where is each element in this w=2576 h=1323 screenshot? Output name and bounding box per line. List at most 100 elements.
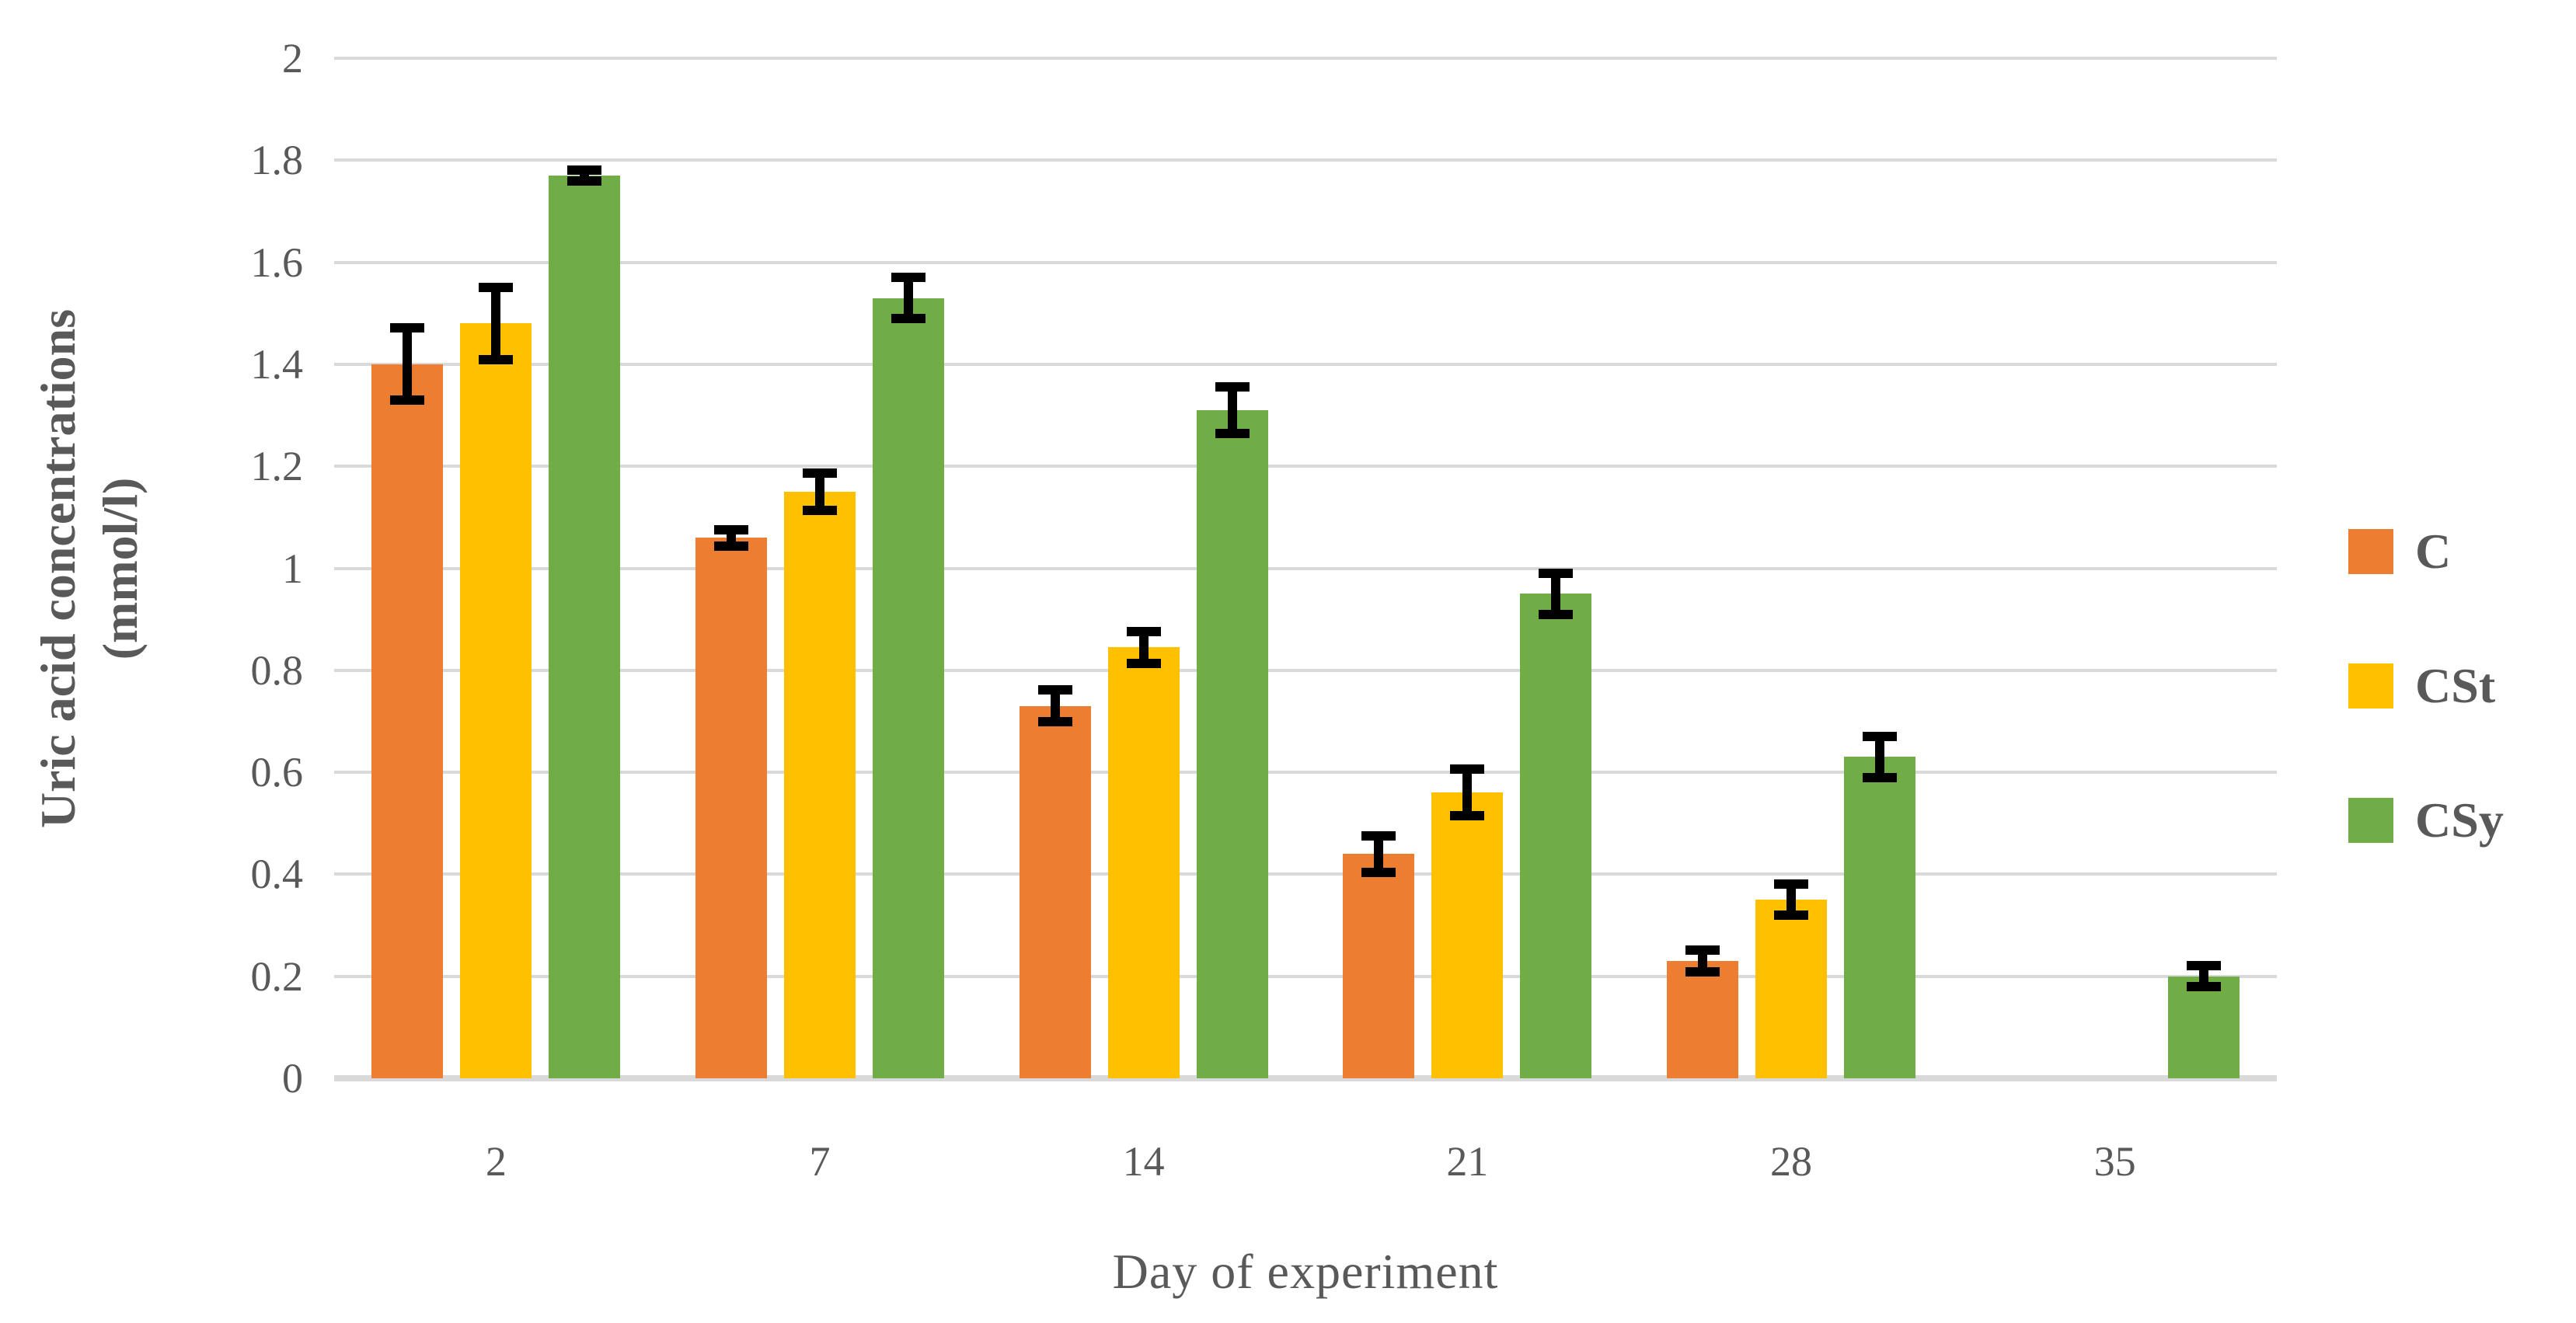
error-bar-top-cap <box>803 468 837 479</box>
error-bar-top-cap <box>567 165 602 175</box>
y-axis-title-line1: Uric acid concentrations <box>30 308 85 828</box>
error-bar-top-cap <box>1774 879 1808 889</box>
gridline <box>334 771 2277 775</box>
error-bar-stem <box>403 323 413 406</box>
error-bar-top-cap <box>1539 568 1574 578</box>
x-tick-label: 2 <box>485 1138 507 1185</box>
error-bar-bottom-cap <box>1685 966 1720 977</box>
error-bar-stem <box>1786 879 1796 921</box>
error-bar-top-cap <box>1863 731 1897 741</box>
error-bar-top-cap <box>1215 381 1250 392</box>
legend-swatch-C <box>2348 529 2393 574</box>
error-bar-bottom-cap <box>1450 811 1485 821</box>
error-bar-stem <box>815 468 824 515</box>
y-tick-label: 0 <box>282 1055 303 1102</box>
error-bar-top-cap <box>1685 945 1720 956</box>
error-bar-top-cap <box>2186 961 2221 970</box>
bar-C-day14 <box>1019 705 1091 1078</box>
gridline <box>334 872 2277 876</box>
gridline <box>334 158 2277 162</box>
y-tick-label: 0.4 <box>250 851 304 898</box>
gridline <box>334 57 2277 60</box>
bar-CSt-day21 <box>1431 792 1504 1078</box>
legend-swatch-CSt <box>2348 663 2393 709</box>
error-bar-bottom-cap <box>479 354 514 364</box>
bar-CSt-day28 <box>1755 900 1827 1078</box>
bar-CSy-day14 <box>1196 409 1268 1078</box>
x-tick-label: 21 <box>1446 1138 1489 1185</box>
bar-CSt-day7 <box>784 492 856 1078</box>
bar-CSt-day2 <box>460 323 532 1078</box>
bar-CSy-day7 <box>873 298 944 1078</box>
legend-label-C: C <box>2415 524 2452 579</box>
bar-CSy-day28 <box>1844 757 1915 1078</box>
y-tick-label: 1.6 <box>250 238 304 286</box>
error-bar-stem <box>1462 764 1473 821</box>
error-bar-top-cap <box>714 524 748 534</box>
x-tick-label: 14 <box>1122 1138 1165 1185</box>
error-bar-bottom-cap <box>714 541 748 551</box>
error-bar-bottom-cap <box>1037 717 1072 726</box>
y-tick-label: 1 <box>282 545 303 592</box>
y-tick-label: 0.8 <box>250 646 304 694</box>
bar-C-day21 <box>1343 854 1415 1078</box>
y-tick-label: 0.6 <box>250 749 304 796</box>
error-bar-top-cap <box>1450 764 1485 775</box>
legend-label-CSy: CSy <box>2415 792 2504 848</box>
error-bar-stem <box>1050 685 1060 726</box>
error-bar-top-cap <box>1126 626 1161 636</box>
error-bar-bottom-cap <box>1774 910 1808 921</box>
x-tick-label: 35 <box>2093 1138 2136 1185</box>
bar-CSy-day35 <box>2167 976 2240 1078</box>
bar-CSy-day21 <box>1520 594 1592 1078</box>
legend-item-C: C <box>2348 527 2451 576</box>
error-bar-bottom-cap <box>567 176 602 186</box>
bar-CSy-day2 <box>549 175 621 1078</box>
legend-swatch-CSy <box>2348 798 2393 843</box>
bar-C-day28 <box>1667 961 1738 1078</box>
legend-item-CSt: CSt <box>2348 661 2495 711</box>
error-bar-stem <box>491 282 501 364</box>
bar-C-day2 <box>371 364 444 1078</box>
error-bar-bottom-cap <box>891 314 925 324</box>
error-bar-bottom-cap <box>2186 982 2221 992</box>
error-bar-top-cap <box>891 272 925 282</box>
bar-CSt-day14 <box>1107 647 1180 1078</box>
gridline <box>334 668 2277 672</box>
error-bar-bottom-cap <box>1361 867 1396 877</box>
x-tick-label: 28 <box>1770 1138 1812 1185</box>
error-bar-stem <box>1374 830 1384 877</box>
error-bar-stem <box>1551 568 1561 620</box>
x-tick-label: 7 <box>809 1138 831 1185</box>
error-bar-bottom-cap <box>1215 429 1250 439</box>
error-bar-bottom-cap <box>803 505 837 515</box>
gridline <box>334 465 2277 468</box>
error-bar-top-cap <box>390 323 425 333</box>
error-bar-bottom-cap <box>390 395 425 406</box>
error-bar-stem <box>1138 626 1149 668</box>
gridline <box>334 362 2277 366</box>
y-tick-label: 2 <box>282 35 303 82</box>
legend-item-CSy: CSy <box>2348 796 2504 845</box>
error-bar-stem <box>1227 381 1237 439</box>
y-tick-label: 0.2 <box>250 952 304 1000</box>
x-axis-title: Day of experiment <box>1112 1244 1499 1299</box>
error-bar-bottom-cap <box>1126 658 1161 668</box>
error-bar-stem <box>904 272 913 324</box>
bar-C-day7 <box>695 538 767 1078</box>
gridline <box>334 974 2277 978</box>
legend-label-CSt: CSt <box>2415 658 2496 713</box>
y-tick-label: 1.8 <box>250 137 304 184</box>
error-bar-top-cap <box>479 282 514 292</box>
error-bar-top-cap <box>1361 830 1396 841</box>
gridline <box>334 566 2277 570</box>
y-tick-label: 1.4 <box>250 340 304 388</box>
error-bar-bottom-cap <box>1539 610 1574 620</box>
error-bar-stem <box>1875 731 1884 783</box>
error-bar-top-cap <box>1037 685 1072 695</box>
x-axis-line <box>334 1075 2277 1081</box>
y-tick-label: 1.2 <box>250 443 304 490</box>
error-bar-bottom-cap <box>1863 773 1897 783</box>
gridline <box>334 260 2277 264</box>
